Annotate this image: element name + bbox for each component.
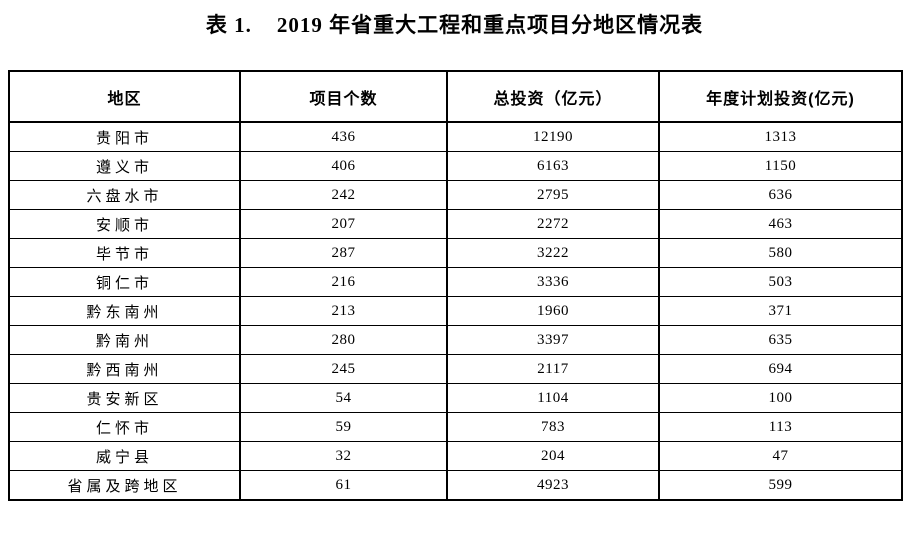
annual-planned-investment-cell: 47 (658, 441, 903, 471)
table-row: 威宁县 32 204 47 (8, 441, 903, 471)
table-row: 安顺市 207 2272 463 (8, 209, 903, 239)
region-cell: 黔东南州 (8, 296, 241, 326)
table-row: 毕节市 287 3222 580 (8, 238, 903, 268)
table-row: 黔东南州 213 1960 371 (8, 296, 903, 326)
region-projects-table: 地区 项目个数 总投资（亿元） 年度计划投资(亿元) 贵阳市 436 12190 13… (8, 70, 903, 501)
table-title: 表 1. 2019 年省重大工程和重点项目分地区情况表 (205, 13, 704, 37)
total-investment-cell: 3222 (446, 238, 660, 268)
annual-planned-investment-cell: 503 (658, 267, 903, 297)
region-cell: 贵阳市 (8, 121, 241, 152)
region-cell: 仁怀市 (8, 412, 241, 442)
annual-planned-investment-cell: 635 (658, 325, 903, 355)
column-header-annual-planned-investment: 年度计划投资(亿元) (658, 70, 903, 123)
annual-planned-investment-cell: 694 (658, 354, 903, 384)
region-cell: 铜仁市 (8, 267, 241, 297)
table-row: 遵义市 406 6163 1150 (8, 151, 903, 181)
table-row: 贵安新区 54 1104 100 (8, 383, 903, 413)
project-count-cell: 406 (239, 151, 448, 181)
region-cell: 省属及跨地区 (8, 470, 241, 501)
table-header-row: 地区 项目个数 总投资（亿元） 年度计划投资(亿元) (8, 70, 903, 123)
project-count-cell: 54 (239, 383, 448, 413)
table-row: 省属及跨地区 61 4923 599 (8, 470, 903, 501)
total-investment-cell: 2795 (446, 180, 660, 210)
project-count-cell: 245 (239, 354, 448, 384)
annual-planned-investment-cell: 100 (658, 383, 903, 413)
total-investment-cell: 12190 (446, 121, 660, 152)
table-body: 贵阳市 436 12190 1313 遵义市 406 6163 1150 六盘水市 242 2795… (8, 121, 903, 501)
project-count-cell: 436 (239, 121, 448, 152)
total-investment-cell: 783 (446, 412, 660, 442)
region-cell: 贵安新区 (8, 383, 241, 413)
total-investment-cell: 3397 (446, 325, 660, 355)
annual-planned-investment-cell: 463 (658, 209, 903, 239)
region-cell: 威宁县 (8, 441, 241, 471)
project-count-cell: 59 (239, 412, 448, 442)
region-cell: 毕节市 (8, 238, 241, 268)
project-count-cell: 61 (239, 470, 448, 501)
annual-planned-investment-cell: 1150 (658, 151, 903, 181)
total-investment-cell: 2117 (446, 354, 660, 384)
project-count-cell: 242 (239, 180, 448, 210)
region-cell: 黔南州 (8, 325, 241, 355)
project-count-cell: 213 (239, 296, 448, 326)
region-cell: 遵义市 (8, 151, 241, 181)
table-row: 黔南州 280 3397 635 (8, 325, 903, 355)
project-count-cell: 287 (239, 238, 448, 268)
region-cell: 六盘水市 (8, 180, 241, 210)
project-count-cell: 207 (239, 209, 448, 239)
annual-planned-investment-cell: 113 (658, 412, 903, 442)
project-count-cell: 32 (239, 441, 448, 471)
column-header-total-investment: 总投资（亿元） (446, 70, 660, 123)
table-row: 贵阳市 436 12190 1313 (8, 121, 903, 152)
annual-planned-investment-cell: 371 (658, 296, 903, 326)
table-row: 六盘水市 242 2795 636 (8, 180, 903, 210)
total-investment-cell: 3336 (446, 267, 660, 297)
total-investment-cell: 204 (446, 441, 660, 471)
table-row: 黔西南州 245 2117 694 (8, 354, 903, 384)
table-row: 仁怀市 59 783 113 (8, 412, 903, 442)
total-investment-cell: 6163 (446, 151, 660, 181)
project-count-cell: 216 (239, 267, 448, 297)
total-investment-cell: 2272 (446, 209, 660, 239)
annual-planned-investment-cell: 636 (658, 180, 903, 210)
region-cell: 黔西南州 (8, 354, 241, 384)
annual-planned-investment-cell: 1313 (658, 121, 903, 152)
total-investment-cell: 1960 (446, 296, 660, 326)
annual-planned-investment-cell: 580 (658, 238, 903, 268)
project-count-cell: 280 (239, 325, 448, 355)
annual-planned-investment-cell: 599 (658, 470, 903, 501)
table-row: 铜仁市 216 3336 503 (8, 267, 903, 297)
total-investment-cell: 1104 (446, 383, 660, 413)
total-investment-cell: 4923 (446, 470, 660, 501)
column-header-project-count: 项目个数 (239, 70, 448, 123)
region-cell: 安顺市 (8, 209, 241, 239)
column-header-region: 地区 (8, 70, 241, 123)
